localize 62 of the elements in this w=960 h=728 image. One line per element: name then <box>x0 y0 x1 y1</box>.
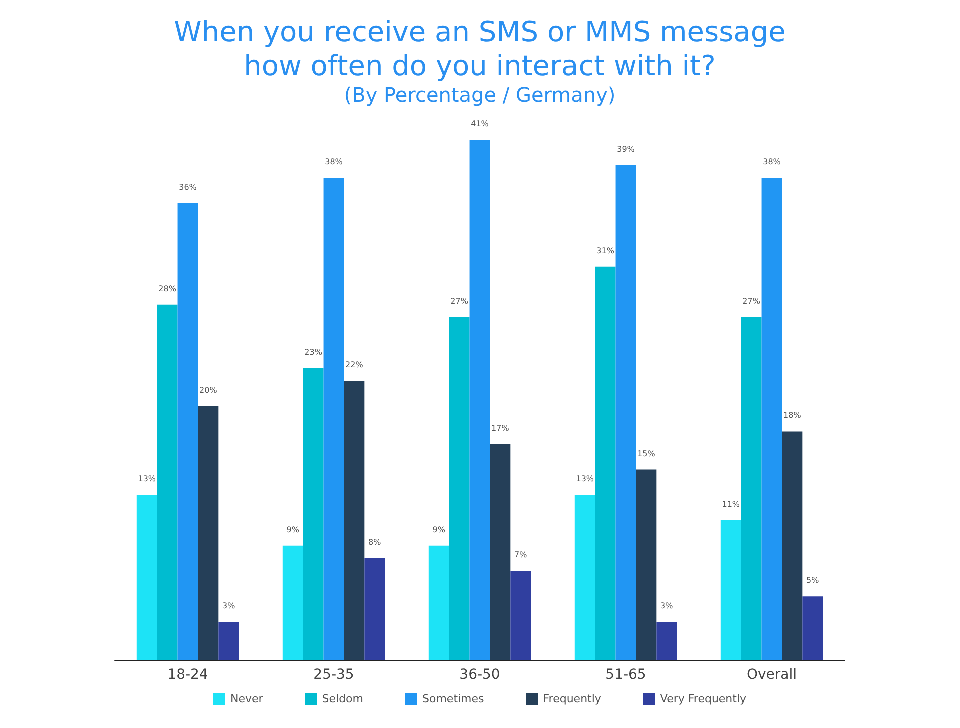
data-label: 15% <box>638 449 656 458</box>
bar <box>364 558 386 660</box>
data-label: 38% <box>325 158 344 167</box>
legend-label: Frequently <box>543 692 602 706</box>
bar <box>636 470 657 660</box>
data-label: 13% <box>138 474 156 484</box>
legend-label: Very Frequently <box>660 692 748 706</box>
data-label: 23% <box>304 348 323 357</box>
bar <box>616 165 636 660</box>
data-label: 11% <box>722 500 740 509</box>
x-tick-label: 51-65 <box>606 667 646 683</box>
bar <box>510 571 532 660</box>
bar <box>282 546 304 660</box>
data-label: 41% <box>471 120 490 128</box>
data-label: 17% <box>492 424 510 433</box>
data-label: 27% <box>450 297 469 306</box>
data-label: 20% <box>200 386 218 395</box>
data-label: 3% <box>660 601 674 610</box>
bar <box>344 380 365 660</box>
data-label: 5% <box>806 576 820 586</box>
x-tick-label: 36-50 <box>460 667 500 683</box>
bar <box>198 406 219 660</box>
data-label: 27% <box>742 297 761 306</box>
bar <box>178 203 198 660</box>
data-label: 18% <box>784 411 802 420</box>
bar <box>324 178 344 660</box>
x-tick-label: 18-24 <box>168 667 208 683</box>
data-label: 9% <box>286 525 300 534</box>
bar <box>595 266 616 660</box>
bar <box>720 520 742 660</box>
data-label: 7% <box>514 550 528 560</box>
legend-label: Never <box>230 692 264 706</box>
legend-label: Sometimes <box>422 692 485 706</box>
bar <box>782 432 803 660</box>
data-label: 36% <box>179 182 198 192</box>
data-label: 22% <box>346 360 364 370</box>
data-label: 28% <box>158 284 177 294</box>
data-label: 3% <box>222 601 236 610</box>
bar <box>449 318 470 660</box>
data-label: 39% <box>617 144 636 154</box>
data-label: 13% <box>576 474 594 484</box>
legend-label: Seldom <box>322 692 364 706</box>
bar <box>490 444 511 660</box>
chart-subtitle: (By Percentage / Germany) <box>344 83 616 107</box>
bar <box>762 178 782 660</box>
data-label: 38% <box>763 158 782 167</box>
bar <box>741 318 762 660</box>
x-tick-label: Overall <box>746 667 798 683</box>
bar <box>470 140 490 660</box>
x-tick-label: 25-35 <box>314 667 354 683</box>
bar <box>303 368 324 660</box>
bar <box>157 304 178 660</box>
bar <box>136 495 158 660</box>
data-label: 31% <box>596 246 615 256</box>
bar <box>428 546 450 660</box>
data-label: 8% <box>368 538 382 548</box>
bar <box>656 622 678 660</box>
bar <box>802 596 824 660</box>
chart-title: When you receive an SMS or MMS message how often do you interact with it? <box>174 16 786 82</box>
data-label: 9% <box>432 525 446 534</box>
bar <box>574 495 596 660</box>
bar <box>218 622 240 660</box>
